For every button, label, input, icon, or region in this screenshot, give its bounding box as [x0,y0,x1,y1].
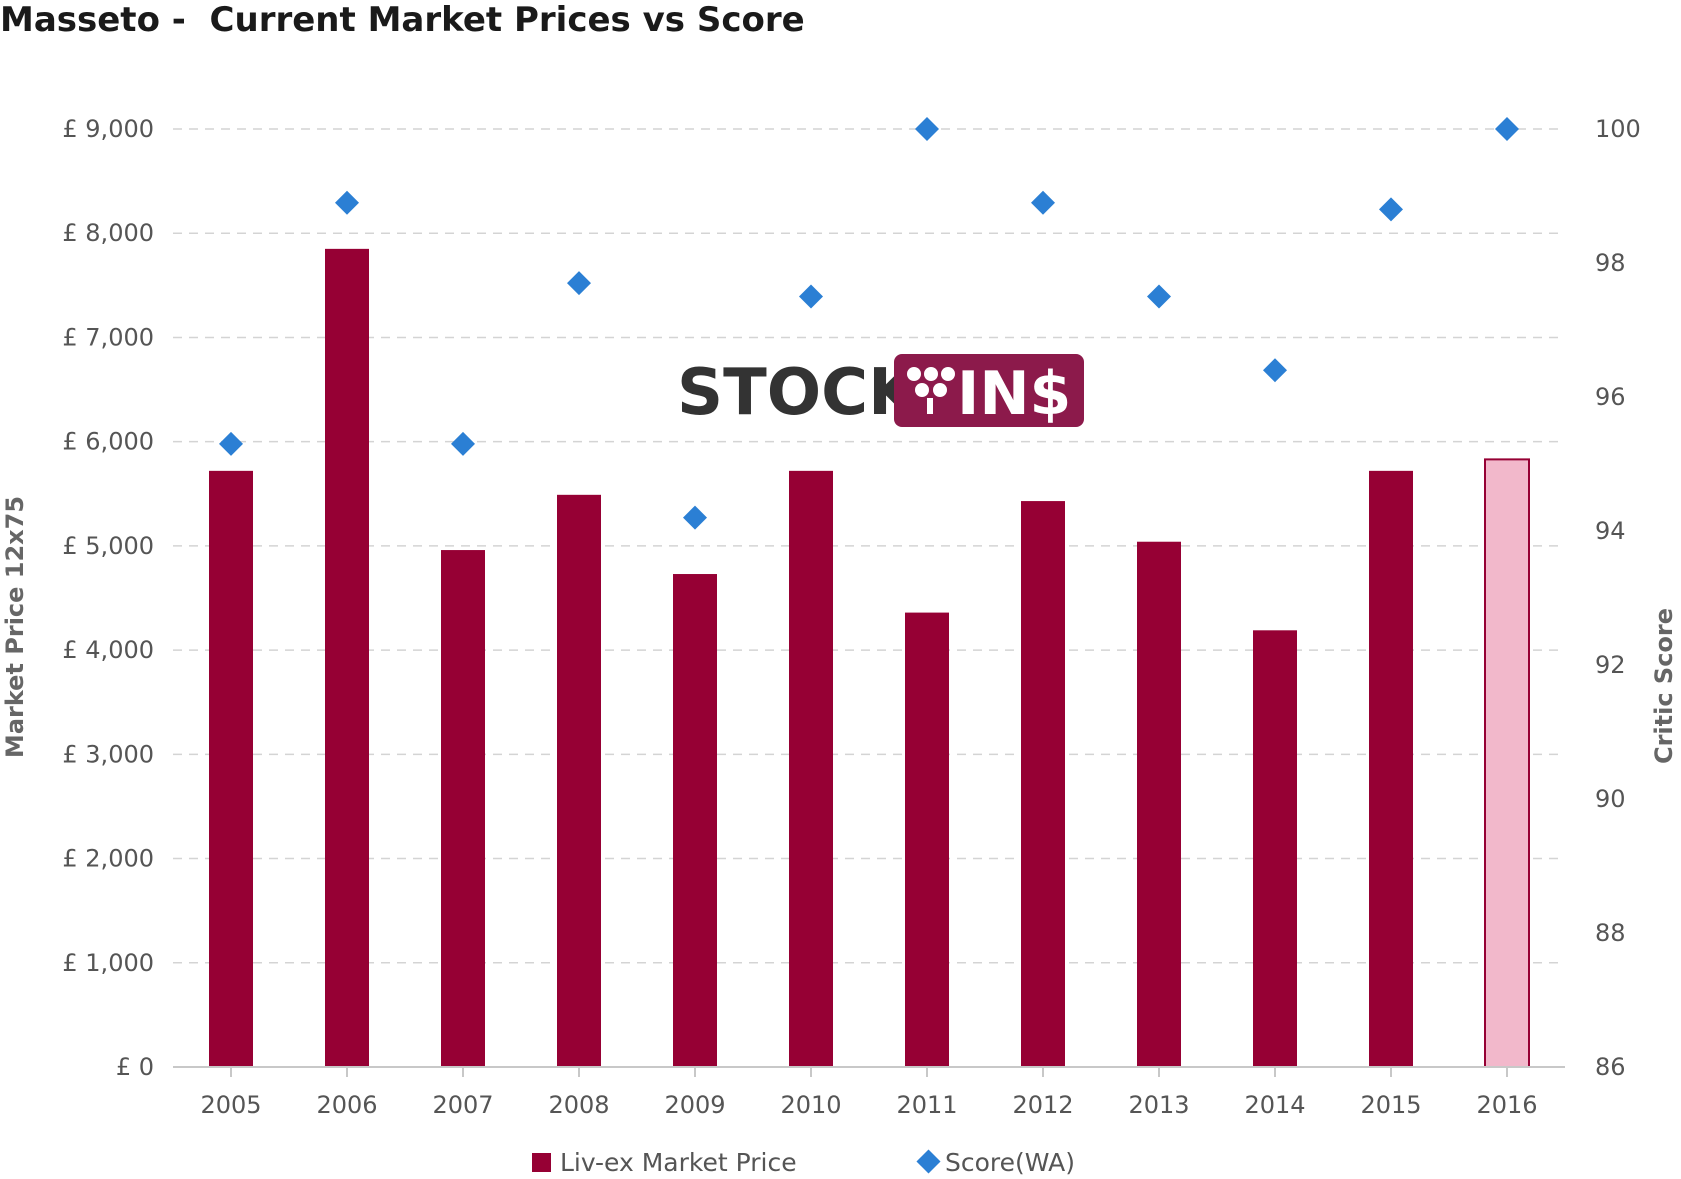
score-marker-2007[interactable] [451,431,475,456]
right-axis-title: Critic Score [1650,608,1678,764]
watermark-ins-text: IN$ [957,359,1071,429]
left-axis-ticks: £ 0 £ 1,000 £ 2,000 £ 3,000 £ 4,000 £ 5,000 £ … [62,115,154,1081]
score-marker-2009[interactable] [683,505,707,530]
chart-title: Masseto - Current Market Prices vs Score [0,0,805,40]
price-bars [209,248,1530,1068]
gridlines [173,128,1565,964]
legend-swatch-price [532,1153,551,1172]
x-tick-label: 2007 [432,1091,493,1119]
score-marker-2006[interactable] [335,190,359,215]
bar-2005[interactable] [209,470,253,1067]
bar-2008[interactable] [557,494,601,1067]
x-tick-label: 2010 [780,1091,841,1119]
right-axis-ticks: 86 88 90 92 94 96 98 100 [1595,115,1641,1081]
left-tick-label: £ 2,000 [62,845,154,873]
right-tick-label: 100 [1595,115,1641,143]
x-tick-label: 2006 [316,1091,377,1119]
right-tick-label: 88 [1595,919,1626,947]
grape-icon [907,367,955,414]
score-marker-2008[interactable] [567,271,591,296]
left-tick-label: £ 3,000 [62,740,154,768]
right-tick-label: 90 [1595,785,1626,813]
left-tick-label: £ 6,000 [62,428,154,456]
right-tick-label: 94 [1595,517,1626,545]
legend-label-score: Score(WA) [945,1148,1075,1177]
bar-2011[interactable] [905,612,949,1067]
score-marker-2014[interactable] [1263,358,1287,383]
x-tick-label: 2011 [896,1091,957,1119]
left-tick-label: £ 8,000 [62,219,154,247]
score-marker-2016[interactable] [1495,117,1519,141]
score-marker-2010[interactable] [799,284,823,309]
score-marker-2011[interactable] [915,117,939,141]
right-tick-label: 86 [1595,1053,1626,1081]
x-tick-label: 2013 [1128,1091,1189,1119]
bar-2009[interactable] [673,574,717,1067]
score-marker-2015[interactable] [1379,197,1403,222]
x-tick-label: 2009 [664,1091,725,1119]
x-tick-label: 2016 [1476,1091,1537,1119]
x-tick-label: 2015 [1360,1091,1421,1119]
x-tick-label: 2012 [1012,1091,1073,1119]
bar-2010[interactable] [789,470,833,1067]
x-tick-label: 2005 [200,1091,261,1119]
left-tick-label: £ 0 [116,1053,154,1081]
left-tick-label: £ 4,000 [62,636,154,664]
score-marker-2005[interactable] [219,431,243,456]
legend[interactable]: Liv-ex Market Price Score(WA) [532,1148,1075,1177]
x-tick-label: 2008 [548,1091,609,1119]
watermark-stock-text: STOCK [677,356,920,430]
x-axis-ticks: 2005 2006 2007 2008 2009 2010 2011 2012 2013 2014… [200,1067,1538,1119]
bar-2013[interactable] [1137,541,1181,1067]
right-tick-label: 96 [1595,383,1626,411]
bar-2006[interactable] [325,248,369,1067]
legend-item-price[interactable]: Liv-ex Market Price [532,1148,797,1177]
left-tick-label: £ 1,000 [62,949,154,977]
bar-2014[interactable] [1253,630,1297,1067]
bar-2016[interactable] [1484,458,1530,1068]
bar-2007[interactable] [441,550,485,1067]
right-tick-label: 98 [1595,249,1626,277]
left-tick-label: £ 7,000 [62,323,154,351]
score-marker-2013[interactable] [1147,284,1171,309]
legend-item-score[interactable]: Score(WA) [916,1148,1075,1177]
left-tick-label: £ 9,000 [62,115,154,143]
left-tick-label: £ 5,000 [62,532,154,560]
score-markers [219,117,1519,530]
stockwins-watermark: STOCK IN$ [670,352,1370,432]
score-marker-2012[interactable] [1031,190,1055,215]
legend-swatch-score [916,1149,941,1174]
right-tick-label: 92 [1595,651,1626,679]
legend-label-price: Liv-ex Market Price [560,1148,797,1177]
x-tick-label: 2014 [1244,1091,1305,1119]
left-axis-title: Market Price 12x75 [1,496,29,758]
bar-2012[interactable] [1021,501,1065,1067]
bar-2015[interactable] [1369,470,1413,1067]
